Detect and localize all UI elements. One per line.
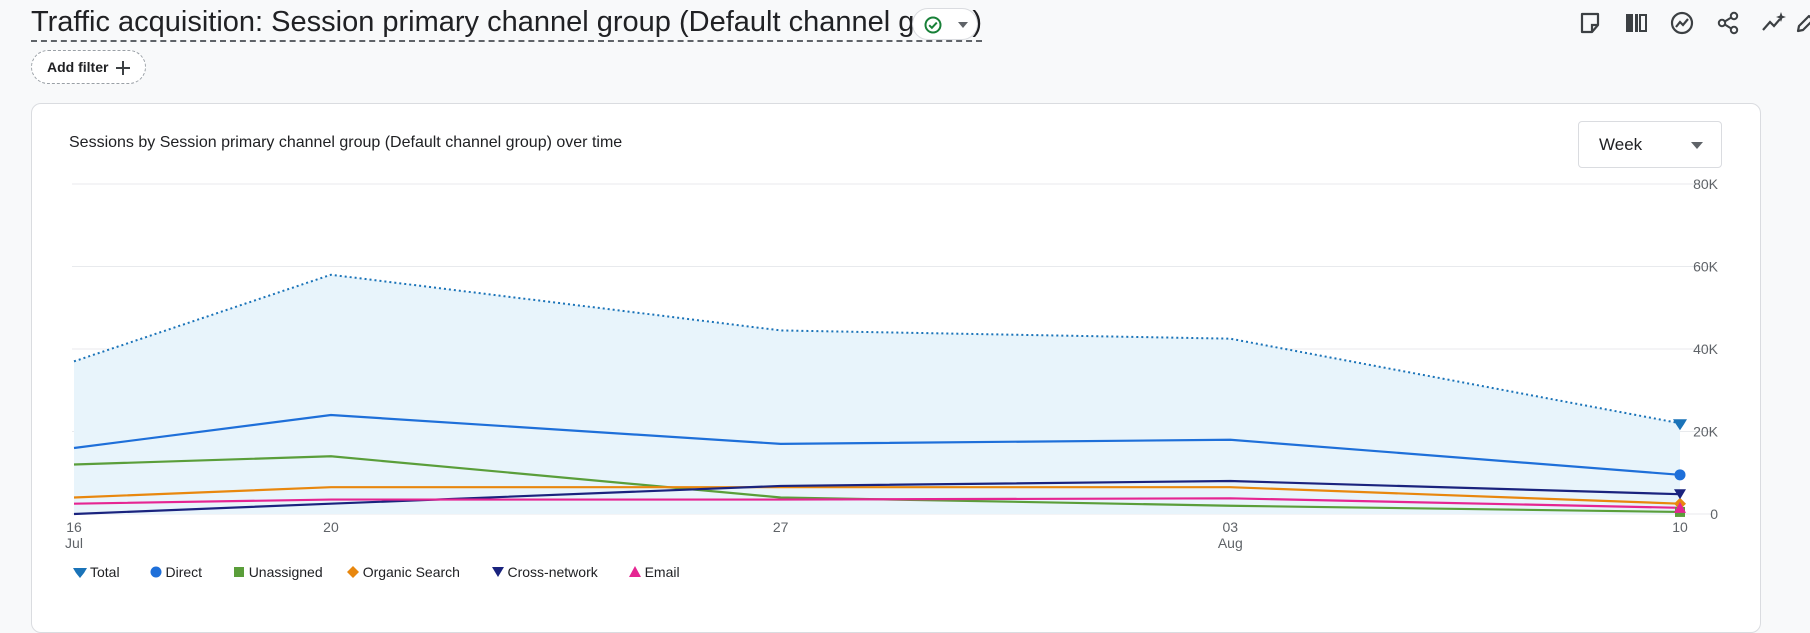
series-line-total	[73, 273, 1681, 425]
y-tick-label: 20K	[1693, 424, 1719, 440]
series-line-organic-search	[73, 486, 1681, 505]
y-tick-label: 0	[1710, 506, 1718, 522]
total-area	[74, 274, 1680, 514]
x-tick-label: 16	[66, 519, 82, 535]
note-icon[interactable]	[1575, 8, 1605, 38]
series-line-unassigned	[73, 455, 1681, 514]
legend-marker-triangle-down-icon	[491, 567, 504, 577]
anomaly-icon[interactable]	[1759, 8, 1789, 38]
chevron-down-icon	[1691, 142, 1703, 149]
y-tick-label: 80K	[1693, 176, 1719, 192]
legend-label: Total	[90, 564, 120, 580]
chart-title: Sessions by Session primary channel grou…	[69, 134, 623, 151]
x-tick-label: 10	[1672, 519, 1688, 535]
add-filter-button[interactable]: Add filter	[31, 50, 146, 84]
granularity-value: Week	[1599, 135, 1643, 154]
compare-icon[interactable]	[1621, 8, 1651, 38]
legend-label: Email	[644, 564, 680, 580]
share-icon[interactable]	[1713, 8, 1743, 38]
check-circle-icon	[924, 16, 942, 34]
series-line-email	[73, 497, 1681, 509]
add-filter-label: Add filter	[47, 59, 109, 75]
series-line-cross-network	[73, 479, 1681, 516]
y-tick-label: 40K	[1693, 341, 1719, 357]
granularity-select[interactable]: Week	[1578, 121, 1722, 168]
chevron-down-icon	[958, 22, 968, 28]
report-status-chip[interactable]	[912, 8, 978, 40]
x-tick-label: Aug	[1218, 535, 1243, 551]
data-point-email	[1674, 501, 1686, 513]
legend-marker-square-icon	[233, 567, 244, 577]
legend-marker-drop-icon	[73, 568, 87, 578]
x-tick-label: 03	[1223, 519, 1239, 535]
legend-label: Direct	[165, 564, 203, 580]
legend-label: Cross-network	[507, 564, 598, 580]
legend-marker-diamond-icon	[346, 566, 359, 578]
page-title[interactable]: Traffic acquisition: Session primary cha…	[31, 4, 983, 42]
x-tick-label: 20	[323, 519, 339, 535]
edit-icon[interactable]	[1790, 8, 1810, 38]
y-tick-label: 60K	[1693, 259, 1719, 275]
data-point-cross-network	[1674, 489, 1686, 500]
legend-label: Unassigned	[248, 564, 323, 580]
legend-marker-triangle-up-icon	[628, 566, 641, 577]
plus-icon	[116, 61, 130, 75]
x-tick-label: 27	[773, 519, 789, 535]
data-point-direct	[1674, 469, 1686, 481]
series-line-direct	[73, 413, 1681, 476]
data-point-total	[1673, 419, 1687, 431]
x-tick-label: Jul	[65, 535, 83, 551]
insights-icon[interactable]	[1667, 8, 1697, 38]
legend-label: Organic Search	[362, 564, 460, 580]
legend-marker-circle-icon	[150, 566, 161, 578]
